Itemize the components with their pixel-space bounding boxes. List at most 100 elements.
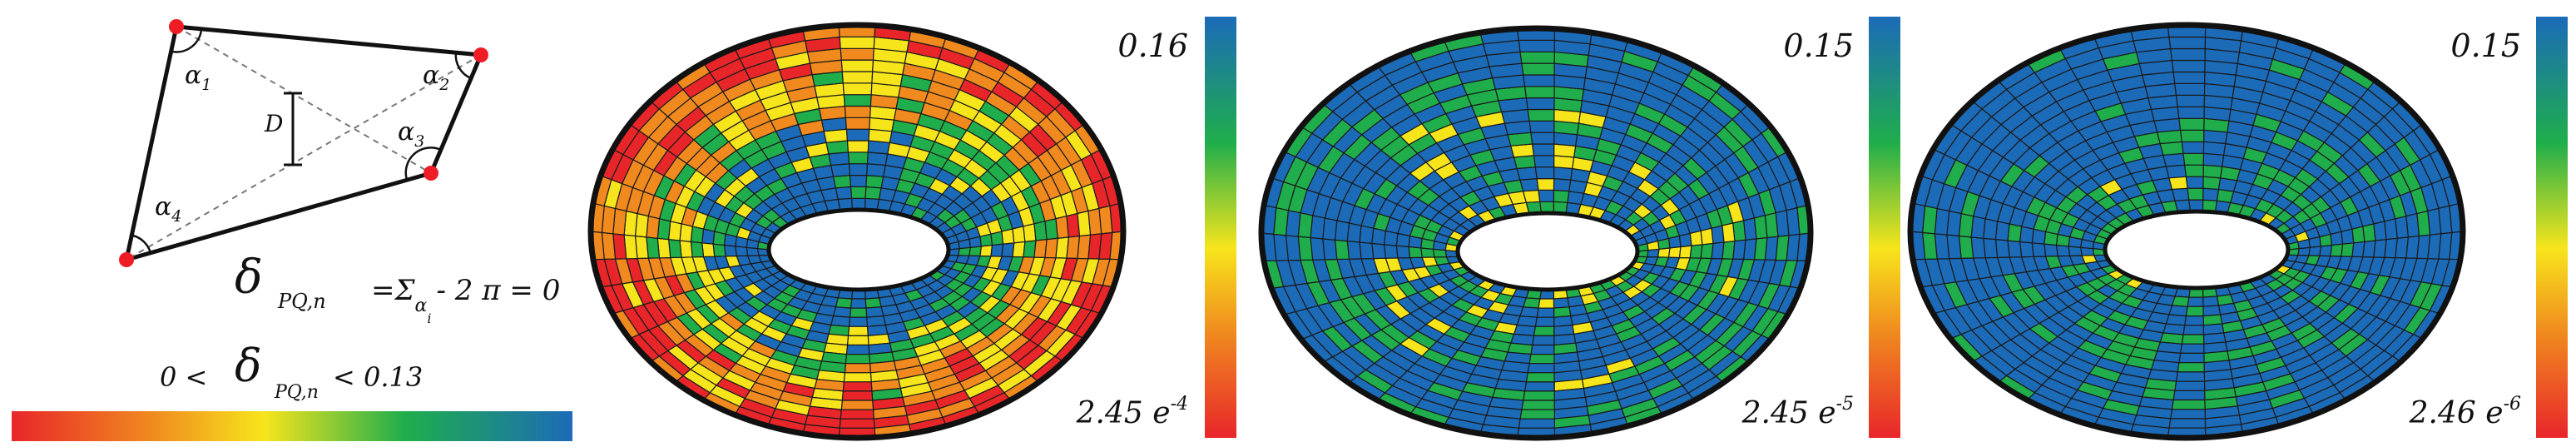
mesh-cell [864, 297, 882, 309]
mesh-cell [841, 71, 874, 84]
delta-range: 0 < δ PQ,n < 0.13 [160, 340, 423, 403]
mesh-cell [848, 316, 869, 327]
torus-hole [766, 207, 951, 292]
range-delta-subscript: PQ,n [274, 382, 319, 403]
mesh-cell [2202, 152, 2225, 167]
mesh-cell [1534, 316, 1555, 327]
mesh-cell [847, 325, 869, 336]
angle-subscript-3: 3 [414, 132, 424, 151]
colorbar-1 [1205, 17, 1236, 438]
mesh-cell [865, 174, 884, 189]
mesh-cell [1346, 240, 1362, 260]
mesh-cell [866, 163, 887, 177]
angle-subscript-1: 1 [201, 76, 211, 94]
colorbar-1-max: 0.16 [1117, 27, 1188, 64]
angle-label-2: α [423, 61, 439, 90]
distance-marker [284, 92, 302, 166]
mesh-cell [2181, 141, 2205, 154]
angle-arc-2 [454, 52, 472, 80]
mesh-cell [2202, 164, 2223, 179]
mesh-cell [2341, 242, 2355, 257]
mesh-cell [2168, 418, 2207, 429]
mesh-cell [1521, 400, 1555, 410]
mesh-cell [843, 372, 872, 383]
mesh-cell [844, 363, 872, 374]
mesh-cell [2171, 399, 2206, 410]
vertex-2 [473, 47, 488, 62]
mesh-cell [2181, 334, 2205, 345]
svg-text:2.45 e-4: 2.45 e-4 [1076, 394, 1188, 430]
mesh-cell [1528, 354, 1555, 365]
mesh-cell [1533, 155, 1555, 168]
mesh-cell [842, 82, 873, 96]
mesh-cell [828, 151, 850, 166]
mesh-cell [1689, 230, 1703, 246]
mesh-cell [841, 390, 874, 401]
mesh-cell [1531, 335, 1555, 346]
mesh-cell [1519, 409, 1556, 420]
colorbar-2-max: 0.15 [1783, 27, 1854, 64]
formula-delta: δ [235, 251, 263, 305]
mesh-cell [844, 105, 872, 118]
mesh-cell [1667, 246, 1682, 259]
mesh-cell [2185, 305, 2204, 317]
range-lower: 0 < [160, 361, 207, 393]
mesh-cell [849, 175, 868, 187]
formula-tail: - 2 π = 0 [437, 274, 561, 307]
mesh-cell [1346, 222, 1362, 243]
colorbar-1-min-exp: -4 [1171, 394, 1188, 415]
range-upper: < 0.13 [333, 361, 423, 393]
mesh-cell [1012, 241, 1026, 258]
mesh-cell [2175, 94, 2206, 107]
mesh-cell [2019, 241, 2034, 258]
mesh-cell [845, 344, 870, 355]
mesh-cell [1553, 177, 1572, 192]
mesh-cell [1536, 307, 1555, 318]
mesh-cell [847, 151, 869, 165]
svg-text:α2: α2 [423, 61, 449, 94]
mesh-cell [1553, 155, 1575, 170]
colorbar-2-min: 2.45 e [1741, 396, 1836, 430]
colorbar-3 [2536, 17, 2568, 438]
mesh-cell [1001, 242, 1015, 258]
mesh-cell [1553, 189, 1570, 203]
quadrilateral-diagram: D α1 α2 α3 α4 [119, 19, 488, 267]
mesh-cell [1536, 178, 1555, 191]
mesh-cell [845, 354, 871, 365]
angle-arc-1 [171, 28, 203, 53]
mesh-cell [2202, 187, 2220, 201]
angle-arc-3 [404, 147, 442, 181]
mesh-cell [1689, 244, 1703, 259]
mesh-cell [832, 174, 852, 189]
mesh-cell [1528, 120, 1555, 133]
mesh-cell [2043, 243, 2058, 257]
angle-label-1: α [185, 61, 201, 90]
colorbar-panel-3: 0.15 2.46 e-6 [2409, 17, 2568, 438]
mesh-cell [850, 186, 867, 199]
colorbar-1-min: 2.45 e [1076, 396, 1171, 430]
mesh-cell [1532, 143, 1555, 156]
mesh-cell [848, 163, 869, 176]
mesh-cell [1530, 344, 1555, 355]
formula-sum-subscript: α [415, 296, 428, 316]
mesh-cell [2308, 236, 2322, 248]
mesh-cell [990, 243, 1004, 257]
torus-outline [1258, 25, 1814, 441]
mesh-cell [2179, 129, 2205, 142]
vertex-4 [119, 252, 134, 267]
mesh-cell [1523, 74, 1555, 87]
mesh-cell [2202, 296, 2220, 307]
mesh-cell [2172, 390, 2206, 401]
mesh-cell [1994, 238, 2010, 259]
mesh-cell [1521, 62, 1555, 76]
torus-hole [1455, 211, 1640, 292]
mesh-cell [1538, 189, 1555, 202]
mesh-cell [1533, 325, 1555, 336]
mesh-cell [1518, 418, 1556, 429]
mesh-cell [850, 298, 867, 309]
colorbar-3-min: 2.46 e [2409, 396, 2504, 430]
mesh-cell [1553, 166, 1573, 181]
mesh-cell [2341, 228, 2355, 245]
mesh-cell [1516, 166, 1538, 181]
